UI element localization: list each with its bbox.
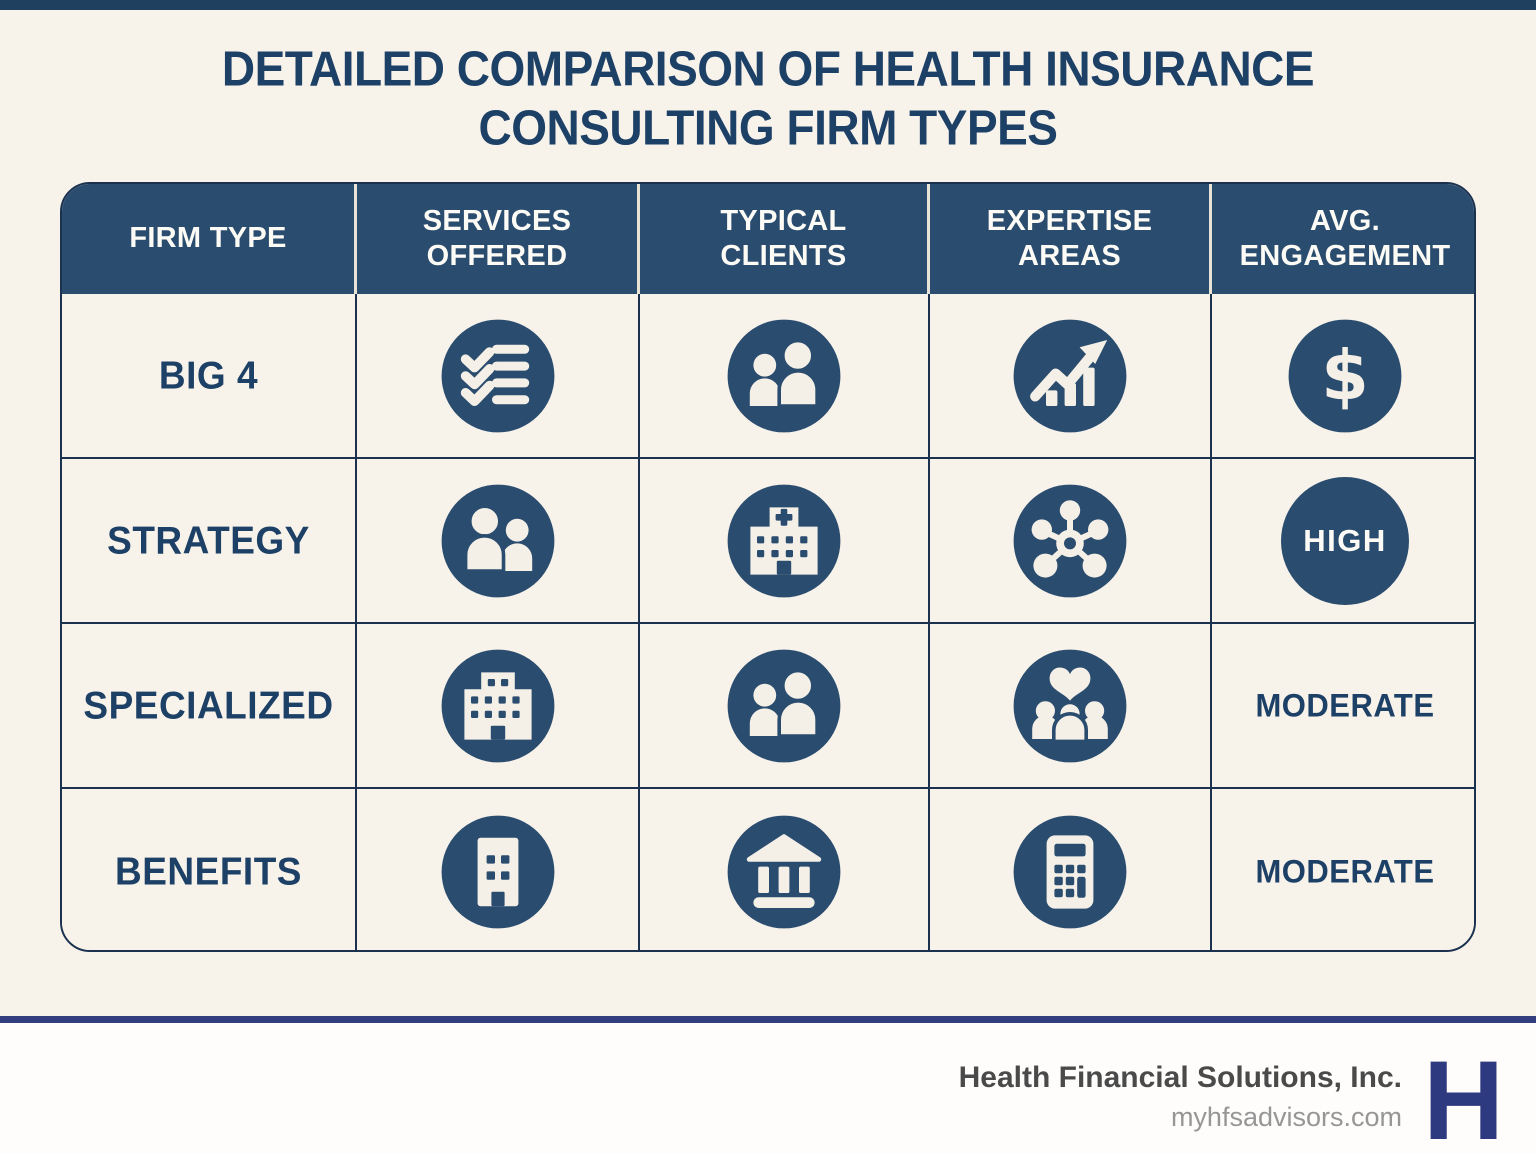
header-avg-engagement: AVG. ENGAGEMENT: [1212, 184, 1474, 294]
growth-chart-icon: [1013, 319, 1127, 432]
office-building-icon: [441, 649, 554, 762]
specialized-expertise-cell: [930, 624, 1212, 789]
footer-website: myhfsadvisors.com: [1170, 1102, 1402, 1132]
footer-text-block: Health Financial Solutions, Inc. myhfsad…: [959, 1061, 1402, 1133]
big4-engagement-cell: $: [1212, 294, 1474, 459]
header-firm-type: FIRM TYPE: [62, 184, 357, 294]
footer-company-name: Health Financial Solutions, Inc.: [958, 1061, 1402, 1094]
specialized-clients-cell: [640, 624, 930, 789]
table-row-specialized-label-cell: SPECIALIZED: [62, 624, 357, 789]
people-pair-icon: [727, 319, 841, 432]
dollar-symbol: $: [1321, 336, 1369, 415]
table-row-strategy-label-cell: STRATEGY: [62, 459, 357, 624]
top-accent-bar: [0, 0, 1536, 10]
hospital-icon: [727, 484, 841, 597]
header-typical-clients: TYPICAL CLIENTS: [640, 184, 930, 294]
table-row-big4-label-cell: BIG 4: [62, 294, 357, 459]
engagement-text-moderate: MODERATE: [1255, 852, 1435, 890]
specialized-engagement-cell: MODERATE: [1212, 624, 1474, 789]
big4-expertise-cell: [930, 294, 1212, 459]
row-label-big4: BIG 4: [158, 353, 259, 397]
strategy-expertise-cell: [930, 459, 1212, 624]
bank-icon: [727, 815, 841, 928]
network-icon: [1013, 484, 1127, 597]
specialized-services-cell: [357, 624, 640, 789]
benefits-clients-cell: [640, 789, 930, 950]
strategy-services-cell: [357, 459, 640, 624]
calculator-icon: [1013, 815, 1127, 928]
strategy-clients-cell: [640, 459, 930, 624]
row-label-specialized: SPECIALIZED: [83, 683, 334, 727]
header-expertise-areas: EXPERTISE AREAS: [930, 184, 1212, 294]
table-row-benefits-label-cell: BENEFITS: [62, 789, 357, 950]
footer: Health Financial Solutions, Inc. myhfsad…: [0, 1023, 1536, 1154]
header-services-offered: SERVICES OFFERED: [357, 184, 640, 294]
small-building-icon: [441, 815, 554, 928]
footer-divider-line: [0, 1016, 1536, 1023]
engagement-text-moderate: MODERATE: [1255, 686, 1435, 724]
big4-clients-cell: [640, 294, 930, 459]
dollar-icon: $: [1288, 319, 1402, 432]
checklist-icon: [441, 319, 554, 432]
comparison-table: FIRM TYPE SERVICES OFFERED TYPICAL CLIEN…: [60, 182, 1476, 952]
strategy-engagement-cell: HIGH: [1212, 459, 1474, 624]
engagement-badge-high-label: HIGH: [1303, 522, 1387, 558]
benefits-engagement-cell: MODERATE: [1212, 789, 1474, 950]
team-icon: [441, 484, 554, 597]
page-title: DETAILED COMPARISON OF HEALTH INSURANCE …: [0, 39, 1536, 158]
big4-services-cell: [357, 294, 640, 459]
page-title-line2: CONSULTING FIRM TYPES: [478, 100, 1059, 156]
page-title-line1: DETAILED COMPARISON OF HEALTH INSURANCE: [221, 40, 1315, 96]
company-logo-h: H: [1423, 1038, 1504, 1154]
family-heart-icon: [1013, 649, 1127, 762]
row-label-benefits: BENEFITS: [115, 849, 302, 893]
row-label-strategy: STRATEGY: [107, 518, 310, 562]
engagement-badge-high: HIGH: [1281, 476, 1409, 605]
benefits-expertise-cell: [930, 789, 1212, 950]
people-pair-icon: [727, 649, 841, 762]
benefits-services-cell: [357, 789, 640, 950]
